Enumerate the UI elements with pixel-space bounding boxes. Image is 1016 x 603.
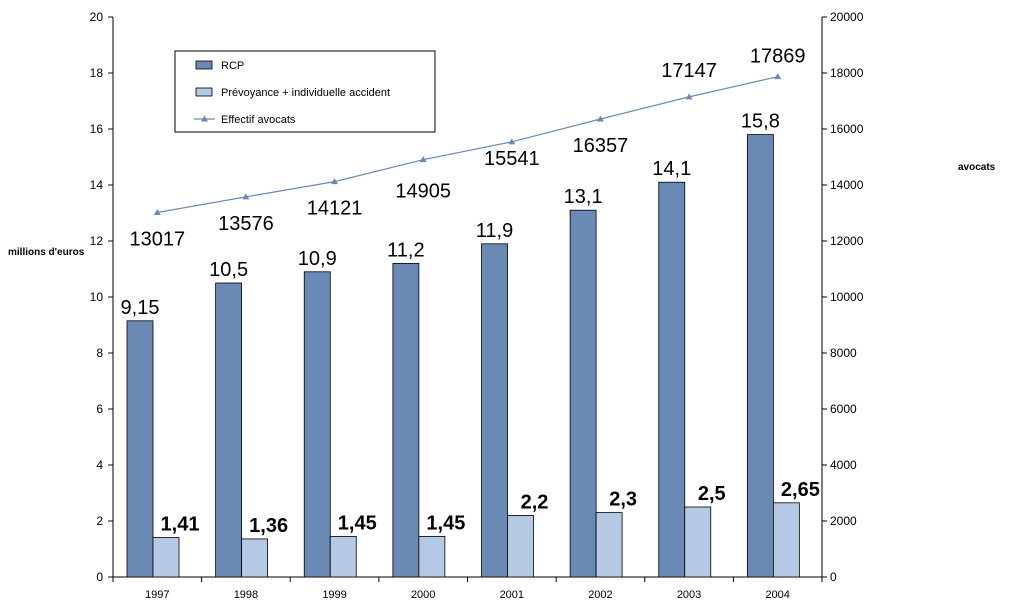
legend-effectif-marker [201,115,208,122]
rcp-data-label: 10,9 [298,248,337,270]
right-tick-label: 12000 [830,234,864,248]
right-tick-label: 4000 [830,458,857,472]
prevoyance-bar [329,536,357,578]
effectif-marker [685,93,693,100]
legend-box [174,50,436,133]
x-tick-label: 2003 [677,589,701,601]
right-tick-label: 2000 [830,514,857,528]
prevoyance-data-label: 2,2 [521,491,549,513]
rcp-bar [658,181,686,578]
rcp-bar [392,262,420,578]
effectif-marker [774,73,782,80]
legend-prevoyance-label: Prévoyance + individuelle accident [221,87,390,99]
effectif-data-label: 14121 [307,198,363,220]
rcp-bar [126,320,154,578]
prevoyance-bar [507,515,534,578]
x-tick-label: 1999 [322,589,346,601]
legend-rcp-label: RCP [221,60,244,72]
right-tick-label: 20000 [830,10,864,24]
left-tick-label: 6 [96,402,103,416]
rcp-bar [481,243,508,578]
rcp-bar [303,271,331,578]
left-tick-label: 8 [96,346,103,360]
x-tick-label: 2002 [588,589,612,601]
effectif-marker [419,156,427,163]
rcp-data-label: 14,1 [652,158,691,180]
legend-prevoyance-swatch [195,87,213,97]
prevoyance-bar [418,536,446,578]
right-axis-title: avocats [958,162,996,173]
left-tick-label: 18 [90,66,104,80]
effectif-data-label: 15541 [484,148,540,170]
x-tick-label: 1997 [145,589,169,601]
legend-effectif-label: Effectif avocats [221,114,296,126]
prevoyance-bar [241,538,269,578]
rcp-data-label: 11,9 [476,220,513,242]
legend-rcp-swatch [195,60,213,70]
effectif-line [157,76,778,214]
rcp-data-label: 15,8 [741,111,780,133]
right-tick-label: 16000 [830,122,864,136]
left-tick-label: 2 [96,514,103,528]
effectif-marker [153,209,161,216]
right-tick-label: 6000 [830,402,857,416]
prevoyance-bar [152,537,180,578]
rcp-bar [569,209,597,578]
rcp-data-label: 13,1 [564,186,603,208]
prevoyance-data-label: 2,65 [781,479,820,501]
right-tick-label: 14000 [830,178,864,192]
left-tick-label: 20 [90,10,104,24]
prevoyance-data-label: 1,45 [338,512,377,534]
left-axis-title: millions d'euros [8,247,85,258]
rcp-data-label: 11,2 [387,239,424,261]
effectif-marker [596,115,604,122]
rcp-bar [746,134,774,578]
rcp-data-label: 9,15 [121,297,160,319]
effectif-marker [242,193,250,200]
x-tick-label: 2004 [765,589,789,601]
left-tick-label: 16 [90,122,104,136]
right-tick-label: 0 [830,570,837,584]
rcp-data-label: 10,5 [209,259,248,281]
left-tick-label: 4 [96,458,103,472]
prevoyance-data-label: 1,45 [426,512,465,534]
left-tick-label: 14 [90,178,104,192]
right-tick-label: 18000 [830,66,864,80]
x-tick-label: 2000 [411,589,435,601]
effectif-data-label: 17869 [750,46,806,68]
prevoyance-bar [772,502,800,578]
effectif-data-label: 17147 [661,60,717,82]
right-tick-label: 10000 [830,290,864,304]
x-tick-label: 2001 [500,589,524,601]
left-tick-label: 12 [90,234,104,248]
left-tick-label: 0 [96,570,103,584]
prevoyance-data-label: 1,36 [249,515,288,537]
effectif-data-label: 13576 [218,213,274,235]
effectif-marker [331,178,339,185]
prevoyance-bar [684,506,712,578]
prevoyance-data-label: 2,3 [609,489,637,511]
effectif-marker [508,138,516,145]
effectif-data-label: 16357 [573,135,629,157]
effectif-data-label: 14905 [395,181,451,203]
prevoyance-data-label: 2,5 [698,483,726,505]
x-tick-label: 1998 [234,589,258,601]
right-tick-label: 8000 [830,346,857,360]
prevoyance-bar [595,512,623,578]
effectif-data-label: 13017 [130,229,186,251]
prevoyance-data-label: 1,41 [161,514,200,536]
rcp-bar [215,282,243,578]
left-tick-label: 10 [90,290,104,304]
